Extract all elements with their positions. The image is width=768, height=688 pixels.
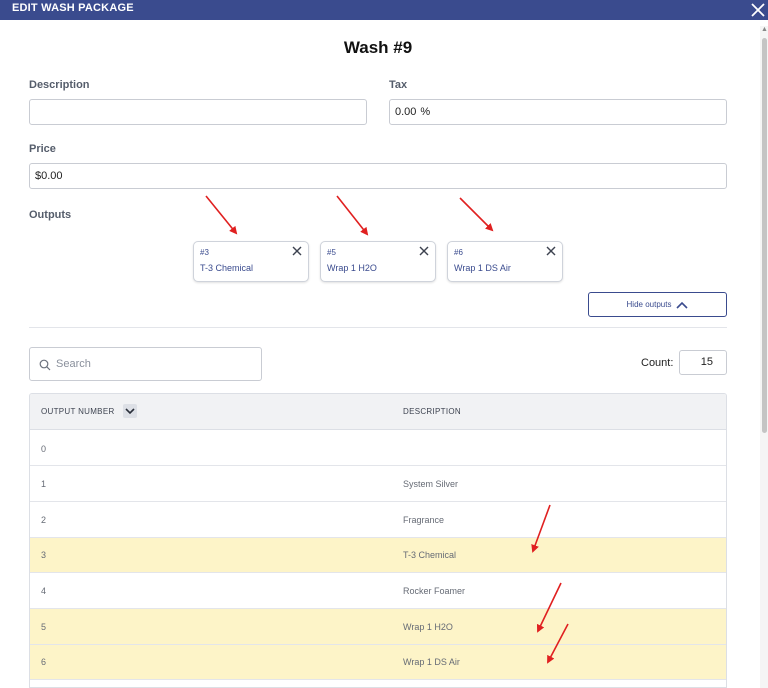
output-number-cell: 4 bbox=[41, 586, 47, 596]
price-value: $0.00 bbox=[35, 170, 63, 182]
sort-button[interactable] bbox=[123, 404, 137, 418]
outputs-label: Outputs bbox=[29, 209, 72, 221]
description-cell: T-3 Chemical bbox=[403, 550, 457, 560]
table-row[interactable]: 0 bbox=[30, 431, 726, 466]
table-header: OUTPUT NUMBER DESCRIPTION bbox=[30, 394, 726, 430]
table-row[interactable]: 1 System Silver bbox=[30, 466, 726, 502]
output-chip-name: Wrap 1 DS Air bbox=[454, 263, 511, 273]
output-number-cell: 0 bbox=[41, 444, 47, 454]
price-field[interactable]: $0.00 bbox=[29, 163, 727, 189]
search-box[interactable] bbox=[29, 347, 262, 381]
annotation-arrow bbox=[336, 195, 369, 236]
page-title: Wash #9 bbox=[343, 38, 413, 57]
scroll-up-arrow-icon[interactable]: ▲ bbox=[761, 26, 768, 33]
annotation-arrow bbox=[205, 195, 238, 235]
output-chip-name: Wrap 1 H2O bbox=[327, 263, 377, 273]
output-chip: #6 Wrap 1 DS Air bbox=[447, 241, 563, 282]
chevron-up-icon bbox=[676, 301, 689, 309]
chevron-down-icon bbox=[125, 408, 135, 415]
close-icon bbox=[751, 3, 765, 17]
tax-unit: % bbox=[420, 106, 431, 118]
annotation-arrow bbox=[459, 197, 494, 232]
output-chip-number: #5 bbox=[327, 248, 336, 257]
description-label: Description bbox=[29, 79, 90, 91]
modal-header bbox=[0, 0, 768, 20]
tax-field[interactable]: 0.00% bbox=[389, 99, 727, 125]
outputs-table: OUTPUT NUMBER DESCRIPTION 0 1 System Sil… bbox=[29, 393, 727, 688]
remove-output-icon[interactable] bbox=[418, 245, 430, 257]
column-header-description[interactable]: DESCRIPTION bbox=[403, 407, 461, 416]
output-number-cell: 5 bbox=[41, 622, 47, 632]
description-cell: Rocker Foamer bbox=[403, 586, 466, 596]
description-field[interactable] bbox=[29, 99, 367, 125]
output-number-cell: 1 bbox=[41, 479, 47, 489]
remove-output-icon[interactable] bbox=[291, 245, 303, 257]
output-chip-number: #6 bbox=[454, 248, 463, 257]
tax-value: 0.00 bbox=[395, 106, 417, 118]
search-input[interactable] bbox=[56, 356, 256, 372]
output-number-cell: 3 bbox=[41, 550, 47, 560]
count-label: Count: bbox=[641, 357, 674, 369]
scrollbar-thumb[interactable] bbox=[762, 38, 767, 433]
output-number-cell: 2 bbox=[41, 515, 47, 525]
search-icon bbox=[39, 359, 51, 371]
price-label: Price bbox=[29, 143, 56, 155]
hide-outputs-label: Hide outputs bbox=[626, 300, 672, 309]
table-row[interactable]: 2 Fragrance bbox=[30, 502, 726, 538]
output-chip-number: #3 bbox=[200, 248, 209, 257]
count-field[interactable]: 15 bbox=[679, 350, 727, 375]
tax-label: Tax bbox=[389, 79, 408, 91]
hide-outputs-button[interactable]: Hide outputs bbox=[588, 292, 727, 317]
output-chip: #3 T-3 Chemical bbox=[193, 241, 309, 282]
output-chip-name: T-3 Chemical bbox=[200, 263, 254, 273]
remove-output-icon[interactable] bbox=[545, 245, 557, 257]
description-cell: System Silver bbox=[403, 479, 459, 489]
table-row-selected[interactable]: 5 Wrap 1 H2O bbox=[30, 609, 726, 645]
description-cell: Fragrance bbox=[403, 515, 445, 525]
modal-title: EDIT WASH PACKAGE bbox=[12, 2, 134, 14]
table-row[interactable]: 4 Rocker Foamer bbox=[30, 573, 726, 609]
table-row-selected[interactable]: 3 T-3 Chemical bbox=[30, 538, 726, 573]
output-number-cell: 6 bbox=[41, 657, 47, 667]
table-row-selected[interactable]: 6 Wrap 1 DS Air bbox=[30, 645, 726, 680]
output-chip: #5 Wrap 1 H2O bbox=[320, 241, 436, 282]
divider bbox=[29, 327, 727, 328]
description-cell: Wrap 1 DS Air bbox=[403, 657, 460, 667]
description-cell: Wrap 1 H2O bbox=[403, 622, 453, 632]
close-button[interactable] bbox=[748, 0, 768, 20]
column-header-output-number[interactable]: OUTPUT NUMBER bbox=[41, 407, 115, 416]
